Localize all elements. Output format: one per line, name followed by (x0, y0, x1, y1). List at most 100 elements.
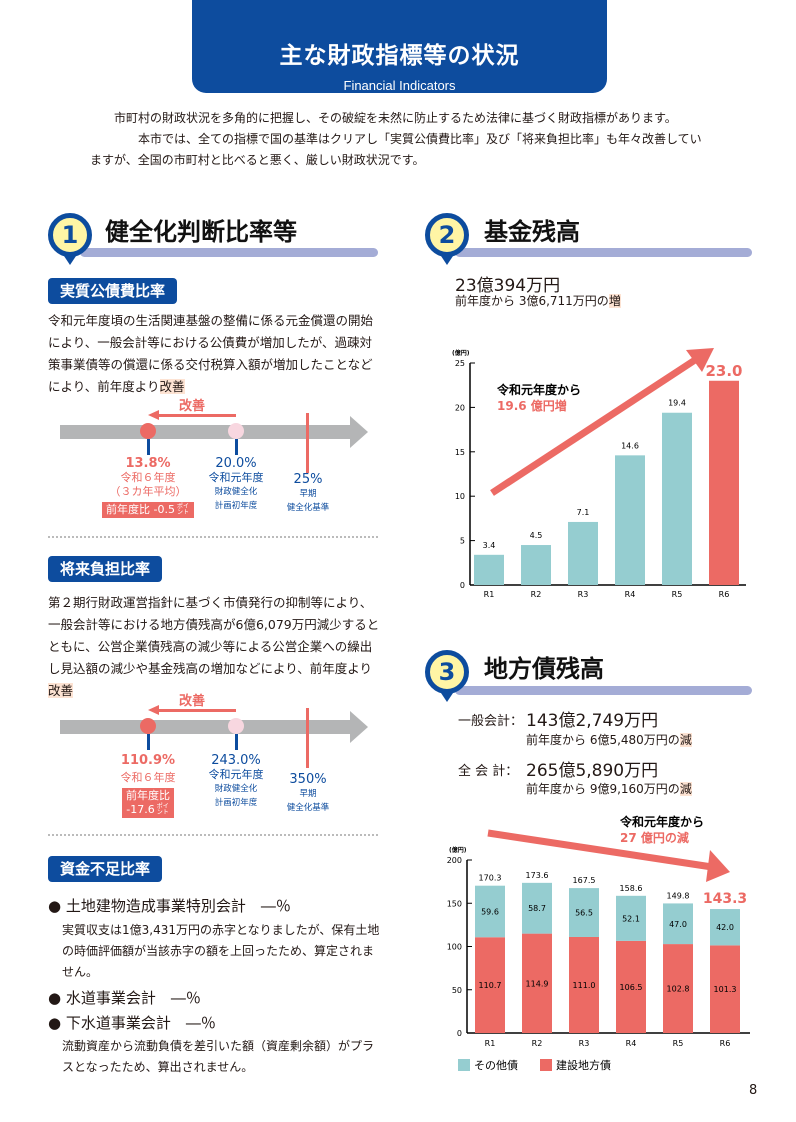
account-item: ● 土地建物造成事業特別会計 ―％ (48, 897, 291, 915)
legend-swatch-construction (540, 1059, 552, 1071)
bar-value-label: 7.1 (577, 508, 590, 517)
general-change: 前年度から 6億5,480万円の減 (526, 733, 692, 747)
segment-value-label: 58.7 (528, 904, 546, 913)
segment-value-label: 101.3 (714, 985, 737, 994)
general-amount: 143億2,749万円 (526, 711, 659, 731)
bar-segment-other (569, 888, 599, 937)
y-tick-label: 0 (457, 1029, 462, 1038)
intro: 市町村の財政状況を多角的に把握し、その破綻を未然に防止するため法律に基づく財政指… (90, 108, 710, 171)
base-dot (228, 423, 244, 439)
account-note: 実質収支は1億3,431万円の赤字となりましたが、保有土地の時価評価額が当該赤字… (62, 923, 380, 979)
page-number: 8 (749, 1083, 758, 1098)
point-unit: ポイント (156, 803, 169, 816)
x-tick-label: R2 (532, 1039, 543, 1048)
general-label: 一般会計： (458, 714, 524, 729)
y-tick-label: 200 (447, 856, 462, 865)
section-marker: 1 (48, 213, 92, 269)
heading-bar (80, 248, 378, 257)
intro-line: 市町村の財政状況を多角的に把握し、その破綻を未然に防止するため法律に基づく財政指… (114, 111, 677, 125)
bar-segment-other (475, 885, 505, 938)
point-unit: ポイント (176, 503, 189, 516)
bar (615, 455, 645, 585)
bar-segment-construction (710, 945, 740, 1033)
y-axis-unit: (億円) (449, 846, 467, 854)
trend-arrow (490, 357, 697, 496)
segment-value-label: 59.6 (481, 907, 499, 916)
x-tick-label: R6 (720, 1039, 731, 1048)
bar (709, 380, 739, 585)
page-title: 主な財政指標等の状況 (279, 43, 520, 69)
y-tick-label: 150 (447, 899, 462, 908)
all-change: 前年度から 9億9,160万円の減 (526, 782, 692, 796)
fund-balance-chart: 0 5 10 15 20 25 (億円) 3.4 R1 4.5 R2 7.1 R3 14.6 R4 19.4 R… (452, 348, 746, 599)
x-tick-label: R1 (484, 590, 495, 599)
segment-value-label: 106.5 (620, 983, 643, 992)
intro-line: 本市では、全ての指標で国の基準はクリアし「実質公債費比率」及び「将来負担比率」も… (90, 132, 702, 167)
bar-segment-other (522, 882, 552, 934)
fund-amount: 23億394万円 (455, 276, 561, 296)
x-tick-label: R4 (625, 590, 636, 599)
section-marker: 3 (425, 650, 469, 706)
bar (474, 554, 504, 585)
y-axis-unit: (億円) (452, 349, 470, 357)
subsection-badge: 将来負担比率 (48, 556, 163, 582)
x-tick-label: R4 (626, 1039, 637, 1048)
trend-arrow-head (706, 850, 730, 882)
trend-arrow-head (686, 348, 714, 372)
divider (48, 834, 378, 836)
local-bond-chart: 0 50 100 150 200 (億円) 110.7 59.6 170.3 R1 114.9 58.… (447, 814, 750, 1072)
current-dot (140, 423, 156, 439)
bar-segment-construction (616, 940, 646, 1033)
bar-segment-construction (475, 937, 505, 1033)
subsection-badge: 資金不足比率 (48, 856, 163, 882)
total-value-label: 173.6 (526, 871, 549, 880)
x-tick-label: R5 (673, 1039, 684, 1048)
y-tick-label: 25 (455, 359, 465, 368)
account-item: ● 下水道事業会計 ―％ (48, 1014, 216, 1032)
y-tick-label: 15 (455, 448, 465, 457)
annotation: 19.6 億円増 (497, 398, 567, 413)
y-tick-label: 50 (452, 986, 462, 995)
x-tick-label: R6 (719, 590, 730, 599)
bar (521, 545, 551, 585)
x-tick-label: R1 (485, 1039, 496, 1048)
total-value-label: 167.5 (573, 876, 596, 885)
divider (48, 536, 378, 538)
bar (662, 412, 692, 585)
heading-bar (455, 248, 752, 257)
all-label: 全 会 計： (458, 764, 519, 779)
bar (568, 521, 598, 585)
total-value-label: 158.6 (620, 884, 643, 893)
account-item: ● 水道事業会計 ―％ (48, 989, 201, 1007)
segment-value-label: 102.8 (667, 985, 690, 994)
section-title: 基金残高 (484, 218, 580, 246)
legend-swatch-other (458, 1059, 470, 1071)
annotation: 27 億円の減 (620, 830, 689, 845)
segment-value-label: 47.0 (669, 920, 687, 929)
segment-value-label: 56.5 (575, 909, 593, 918)
section-marker: 2 (425, 213, 469, 269)
section-title: 健全化判断比率等 (105, 218, 297, 246)
y-tick-label: 0 (460, 581, 465, 590)
annotation: 令和元年度から (496, 382, 581, 397)
ratio-scale: 改善 110.9% 令和６年度 前年度比 -17.6 ポイント 243.0% 令和元年度財… (48, 690, 378, 825)
base-dot (228, 718, 244, 734)
bar-segment-construction (569, 936, 599, 1033)
paragraph: 令和元年度頃の生活関連基盤の整備に係る元金償還の開始により、一般会計等における公… (48, 313, 374, 394)
annotation: 令和元年度から (619, 814, 704, 829)
all-amount: 265億5,890万円 (526, 761, 659, 781)
segment-value-label: 110.7 (479, 981, 502, 990)
bar-segment-other (663, 903, 693, 945)
fund-change: 前年度から 3億6,711万円の増 (455, 294, 621, 308)
segment-value-label: 111.0 (573, 981, 596, 990)
current-dot (140, 718, 156, 734)
bar-segment-other (710, 909, 740, 946)
legend-label: その他債 (474, 1058, 518, 1072)
x-tick-label: R3 (578, 590, 589, 599)
bar-value-label: 23.0 (705, 362, 742, 380)
section-title: 地方債残高 (484, 655, 604, 683)
x-tick-label: R2 (531, 590, 542, 599)
segment-value-label: 114.9 (526, 979, 549, 988)
total-value-label: 143.3 (703, 891, 747, 907)
bar-segment-construction (522, 933, 552, 1033)
